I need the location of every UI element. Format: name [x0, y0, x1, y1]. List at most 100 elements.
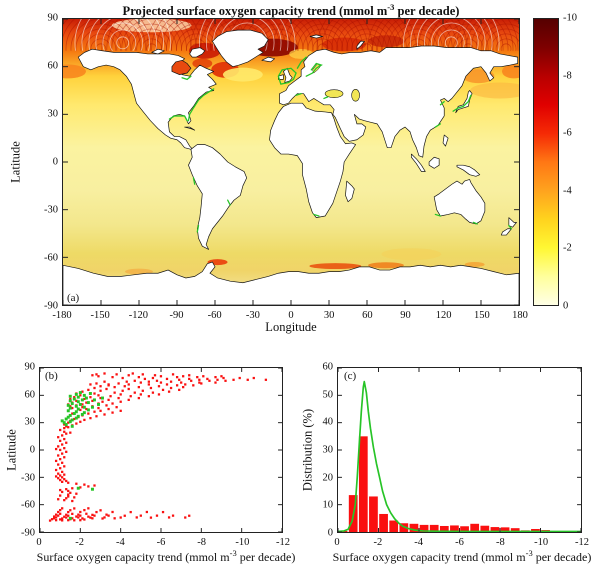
map-title: Projected surface oxygen capacity trend …	[123, 2, 460, 19]
map-xtick-label: 60	[362, 310, 373, 321]
map-ytick-label: -60	[44, 252, 58, 264]
scatter-xlabel: Surface oxygen capacity trend (mmol m-3 …	[37, 548, 296, 565]
scatter-xlabel-text-2: per decade)	[236, 550, 296, 564]
scatter-ytick-label: -60	[21, 499, 35, 511]
map-ytick-label: 0	[52, 156, 58, 168]
histogram-xlabel-text: Surface oxygen capacity trend (mmol m	[332, 550, 526, 564]
black-sea	[324, 89, 344, 98]
panel-label-c: (c)	[344, 370, 357, 382]
map-xtick-label: 150	[473, 310, 490, 321]
histogram-axis-ticks	[338, 368, 581, 532]
scatter-ylabel: Latitude	[4, 429, 19, 471]
map-xlabel: Longitude	[265, 320, 317, 334]
colorbar-tick-label: -10	[563, 12, 577, 24]
histogram-xtick-label: -6	[455, 537, 464, 548]
trend-anomaly-blob	[63, 64, 86, 79]
histogram-ytick-label: 50	[322, 389, 334, 401]
histogram-ytick-label: 60	[322, 361, 334, 373]
map-xtick-label: -60	[207, 310, 222, 321]
trend-anomaly-blob	[192, 58, 213, 69]
map-panel: (a)	[62, 18, 520, 306]
histogram-ytick-label: 40	[322, 416, 334, 428]
map-axis-ticks	[63, 19, 519, 305]
map-xtick-label: 0	[288, 310, 294, 321]
trend-anomaly-blob	[222, 67, 263, 82]
world-map	[63, 19, 519, 305]
scatter-xtick-label: -4	[115, 537, 125, 548]
colorbar-tick-label: 0	[563, 300, 569, 312]
histogram-ylabel: Distribution (%)	[300, 408, 315, 492]
histogram-xtick-label: 0	[334, 537, 340, 548]
scatter-xlabel-text: Surface oxygen capacity trend (mmol m	[36, 550, 230, 564]
histogram-ytick-label: 30	[322, 444, 334, 456]
colorbar-tick-label: -4	[563, 185, 572, 197]
green-threshold-contours	[168, 56, 513, 233]
map-title-superscript: -3	[387, 2, 395, 12]
distribution-curve	[338, 380, 581, 532]
map-xtick-label: 90	[400, 310, 411, 321]
trend-anomaly-blob	[470, 82, 519, 99]
colorbar-tick-label: -2	[563, 242, 572, 254]
scatter-ytick-label: 90	[24, 361, 36, 373]
colorbar	[533, 18, 559, 306]
scatter-ytick-label: -90	[21, 527, 35, 539]
panel-label-b: (b)	[45, 370, 58, 382]
scatter-ytick-label: 30	[24, 416, 36, 428]
scatter-series-model-grid-points	[48, 372, 268, 522]
trend-anomaly-blob	[309, 263, 362, 270]
antarctica	[63, 261, 519, 305]
map-ytick-label: 30	[47, 108, 59, 120]
histogram-xtick-label: -8	[495, 537, 505, 548]
map-title-text-2: per decade)	[394, 4, 460, 19]
scatter-ytick-label: -30	[21, 472, 35, 484]
scatter-xtick-label: -12	[276, 537, 290, 548]
histogram-xtick-label: -2	[373, 537, 383, 548]
latitude-scatter	[40, 368, 282, 532]
histogram-ytick-label: 0	[327, 527, 333, 539]
histogram-xtick-label: -4	[414, 537, 424, 548]
scatter-xtick-label: -8	[197, 537, 207, 548]
map-xtick-label: -30	[245, 310, 260, 321]
scatter-series-observation-points	[60, 391, 104, 520]
histogram-xlabel-superscript: -3	[525, 548, 533, 558]
histogram-ytick-label: 10	[322, 499, 334, 511]
histogram-xtick-label: -12	[575, 537, 589, 548]
histogram-ytick-label: 20	[322, 472, 334, 484]
hudson-bay	[171, 59, 192, 75]
scatter-axis-ticks	[40, 368, 282, 532]
colorbar-tick-label: -6	[563, 127, 572, 139]
map-ylabel: Latitude	[8, 141, 23, 183]
scatter-xtick-label: -6	[156, 537, 166, 548]
map-xtick-label: -180	[52, 310, 72, 321]
scatter-xtick-label: 0	[36, 537, 42, 548]
map-ytick-label: -90	[44, 300, 58, 312]
distribution-histogram	[338, 368, 581, 532]
map-xtick-label: -150	[90, 310, 110, 321]
trend-anomaly-blob	[322, 37, 367, 52]
trend-anomaly-blob	[368, 262, 404, 269]
caspian-sea	[351, 89, 360, 102]
panel-label-a: (a)	[67, 292, 80, 304]
scatter-ytick-label: 0	[29, 444, 35, 456]
scatter-ytick-label: 60	[24, 389, 36, 401]
map-xtick-label: -90	[169, 310, 184, 321]
trend-anomaly-blob	[381, 248, 442, 261]
map-xtick-label: 120	[435, 310, 452, 321]
histogram-xlabel: Surface oxygen capacity trend (mmol m-3 …	[333, 548, 592, 565]
continents	[77, 29, 519, 250]
map-ytick-label: 90	[47, 12, 59, 24]
histogram-xtick-label: -10	[534, 537, 549, 548]
map-ytick-label: -30	[44, 204, 58, 216]
map-title-text: Projected surface oxygen capacity trend …	[122, 4, 388, 19]
map-xtick-label: -120	[128, 310, 148, 321]
trend-anomaly-blob	[368, 35, 404, 48]
colorbar-tick-label: -8	[563, 70, 572, 82]
scatter-xlabel-superscript: -3	[229, 548, 237, 558]
map-ytick-label: 60	[47, 60, 59, 72]
trend-anomaly-blob	[501, 64, 519, 79]
map-xtick-label: 30	[323, 310, 335, 321]
map-xtick-label: 180	[512, 310, 528, 321]
histogram-bars	[338, 436, 581, 532]
scatter-xtick-label: -2	[75, 537, 85, 548]
